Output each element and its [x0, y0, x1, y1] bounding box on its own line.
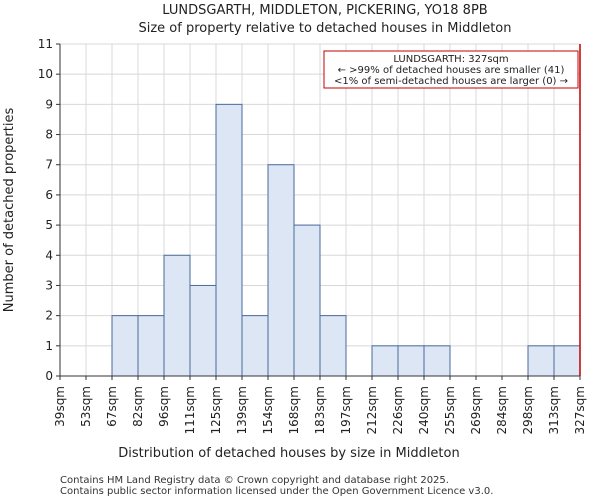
chart-subtitle: Size of property relative to detached ho…: [138, 21, 511, 36]
x-tick-label: 139sqm: [235, 386, 249, 434]
y-tick-labels: 0 1 2 3 4 5 6 7 8 9 10 11: [38, 37, 53, 383]
bars: [111, 103, 581, 377]
bar-96sqm: [163, 254, 191, 377]
x-tick-label: 313sqm: [547, 386, 561, 434]
annotation-line-2: ← >99% of detached houses are smaller (4…: [338, 65, 565, 76]
y-tick-label: 7: [45, 158, 53, 172]
bar-67sqm: [111, 315, 139, 377]
annotation-box: LUNDSGARTH: 327sqm ← >99% of detached ho…: [323, 50, 579, 89]
bar-226sqm: [397, 345, 425, 377]
bar-139sqm: [241, 315, 269, 377]
x-tick-label: 327sqm: [573, 386, 587, 434]
y-tick-label: 8: [45, 128, 53, 142]
x-tick-label: 39sqm: [53, 386, 67, 427]
x-tick-label: 226sqm: [391, 386, 405, 434]
x-tick-label: 240sqm: [417, 386, 431, 434]
footer-line-1: Contains HM Land Registry data © Crown c…: [60, 475, 449, 486]
y-tick-label: 2: [45, 309, 53, 323]
x-tick-label: 298sqm: [521, 386, 535, 434]
bar-168sqm: [293, 224, 321, 377]
y-tick-label: 0: [45, 369, 53, 383]
bar-240sqm: [423, 345, 451, 377]
x-tick-label: 67sqm: [105, 386, 119, 427]
x-tick-label: 255sqm: [443, 386, 457, 434]
bar-154sqm: [267, 164, 295, 377]
y-tick-label: 9: [45, 97, 53, 111]
x-tick-label: 125sqm: [209, 386, 223, 434]
x-tick-label: 269sqm: [469, 386, 483, 434]
y-tick-label: 6: [45, 188, 53, 202]
bar-82sqm: [137, 315, 165, 377]
bar-212sqm: [371, 345, 399, 377]
x-tick-label: 168sqm: [287, 386, 301, 434]
bar-183sqm: [319, 315, 347, 377]
y-tick-label: 4: [45, 248, 53, 262]
bar-298sqm: [527, 345, 555, 377]
y-tick-label: 1: [45, 339, 53, 353]
x-tick-label: 284sqm: [495, 386, 509, 434]
x-axis-label: Distribution of detached houses by size …: [118, 446, 459, 461]
annotation-frame: [323, 50, 579, 89]
bar-313sqm: [553, 345, 581, 377]
x-tick-label: 82sqm: [131, 386, 145, 427]
y-tick-label: 11: [38, 37, 53, 51]
y-tick-label: 3: [45, 278, 53, 292]
x-tick-label: 197sqm: [339, 386, 353, 434]
y-tick-label: 10: [38, 67, 53, 81]
bar-111sqm: [189, 284, 217, 377]
chart-title: LUNDSGARTH, MIDDLETON, PICKERING, YO18 8…: [162, 3, 487, 18]
axes: [56, 43, 581, 380]
x-tick-label: 154sqm: [261, 386, 275, 434]
x-tick-labels: 39sqm 53sqm 67sqm 82sqm 96sqm 111sqm 125sqm 139…: [53, 386, 587, 434]
x-tick-label: 96sqm: [157, 386, 171, 427]
bar-125sqm: [215, 103, 243, 377]
y-axis-label: Number of detached properties: [2, 108, 17, 313]
x-tick-label: 212sqm: [365, 386, 379, 434]
x-tick-label: 53sqm: [79, 386, 93, 427]
x-tick-label: 111sqm: [183, 386, 197, 434]
footer-line-2: Contains public sector information licen…: [60, 486, 493, 497]
x-tick-label: 183sqm: [313, 386, 327, 434]
annotation-line-1: LUNDSGARTH: 327sqm: [393, 54, 508, 65]
y-tick-label: 5: [45, 218, 53, 232]
annotation-line-3: <1% of semi-detached houses are larger (…: [334, 76, 568, 87]
